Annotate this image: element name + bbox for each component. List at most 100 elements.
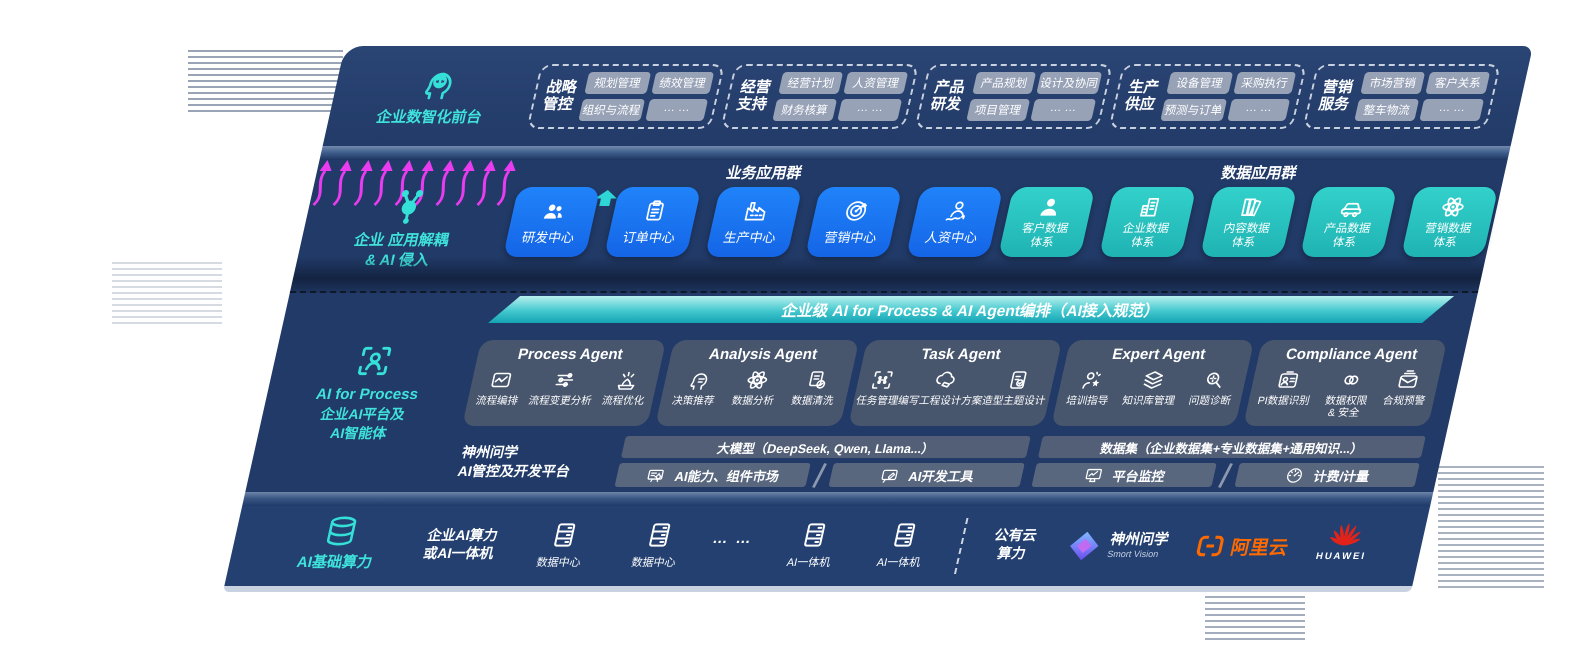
local-compute-label: 企业AI算力 或AI一体机 xyxy=(421,527,500,562)
slash-divider xyxy=(1218,463,1234,488)
person-spark-icon xyxy=(1077,368,1106,392)
diagram-body: 企业数智化前台 战略管控 规划管理 绩效管理 组织与流程 … … 经营支持 xyxy=(222,46,1533,592)
panel-wave-icon xyxy=(487,368,516,392)
data-box-product[interactable]: 产品数据体系 xyxy=(1300,187,1398,257)
pill: … … xyxy=(837,98,903,121)
decorative-stripes xyxy=(1205,590,1305,640)
pill: 客户关系 xyxy=(1425,71,1491,94)
screen-gear-icon xyxy=(644,466,667,485)
dataset-bar[interactable]: 数据集（企业数据集+专业数据集+通用知识...） xyxy=(1038,436,1426,458)
dashed-separator-line xyxy=(289,291,1479,293)
building-icon xyxy=(1135,194,1167,220)
pill: 市场营销 xyxy=(1360,71,1426,94)
monitor-icon xyxy=(1082,466,1105,485)
gauge-icon xyxy=(1283,466,1306,485)
pill: 项目管理 xyxy=(966,98,1030,121)
agent-card-compliance[interactable]: Compliance Agent PI数据识别 数据权限 & 安全 合规预警 xyxy=(1243,340,1448,426)
orchestration-bar: 企业级 AI for Process & AI Agent编排（AI接入规范） xyxy=(488,296,1454,323)
pill: 人资管理 xyxy=(843,71,909,94)
pill: 采购执行 xyxy=(1232,71,1297,94)
pill: 经营计划 xyxy=(778,71,844,94)
app-box-rnd-center[interactable]: 研发中心 xyxy=(502,187,601,257)
compute-node: 数据中心 xyxy=(621,520,694,570)
front-desk-label: 企业数智化前台 xyxy=(327,65,541,127)
platform-label: 神州问学 AI管控及开发平台 xyxy=(456,444,572,479)
target-icon xyxy=(840,198,872,224)
front-group-operation: 经营支持 经营计划 人资管理 财务核算 … … xyxy=(720,63,920,129)
ai-layer-label: AI for Process 企业AI平台及 AI智能体 xyxy=(256,342,479,443)
data-box-enterprise[interactable]: 企业数据体系 xyxy=(1098,187,1197,257)
layer-edge-highlight xyxy=(242,492,1434,506)
huawei-flower-icon xyxy=(1327,516,1365,550)
app-box-marketing-center[interactable]: 营销中心 xyxy=(805,187,903,257)
grid-scan-icon xyxy=(867,368,896,392)
layer-edge-highlight xyxy=(319,146,1511,160)
compute-node: 数据中心 xyxy=(526,520,599,570)
pill: 财务核算 xyxy=(772,98,838,121)
front-group-strategy: 战略管控 规划管理 绩效管理 组织与流程 … … xyxy=(526,63,726,129)
pill: 规划管理 xyxy=(584,71,651,94)
server-icon xyxy=(886,520,923,550)
agent-card-expert[interactable]: Expert Agent 培训指导 知识库管理 问题诊断 xyxy=(1050,340,1255,426)
monitor-bar[interactable]: 平台监控 xyxy=(1031,463,1218,487)
diamond-logo-icon xyxy=(1062,528,1106,564)
atom-icon xyxy=(1437,194,1469,220)
billing-bar[interactable]: 计费/计量 xyxy=(1234,463,1420,487)
ellipsis-dots: … … xyxy=(710,530,755,547)
app-box-order-center[interactable]: 订单中心 xyxy=(603,187,702,257)
person-icon xyxy=(1034,194,1066,220)
server-icon xyxy=(546,520,583,550)
devtool-bar[interactable]: AI开发工具 xyxy=(828,463,1026,487)
front-group-production: 生产供应 设备管理 采购执行 预测与订单 … … xyxy=(1108,63,1308,129)
pill: 绩效管理 xyxy=(650,71,715,94)
app-box-hr-center[interactable]: 人资中心 xyxy=(905,187,1004,257)
agent-card-task[interactable]: Task Agent 任务管理 编写工程设计方案 造型主题设计 xyxy=(847,340,1062,426)
agent-card-analysis[interactable]: Analysis Agent 决策推荐 数据分析 数据清洗 xyxy=(654,340,859,426)
data-box-customer[interactable]: 客户数据体系 xyxy=(997,187,1096,257)
capability-bar[interactable]: AI能力、组件市场 xyxy=(614,463,812,487)
pill: 预测与订单 xyxy=(1160,98,1227,121)
chat-pen-icon xyxy=(878,466,901,485)
pill: 组织与流程 xyxy=(578,98,645,121)
vendor-szwx-logo: 神州问学 Smort Vision xyxy=(1062,528,1171,564)
factory-icon xyxy=(740,198,772,224)
mail-warn-icon xyxy=(1394,368,1423,392)
layers-icon xyxy=(1139,368,1168,392)
layer-compute: AI基础算力 企业AI算力 或AI一体机 数据中心 数据中心 … … AI一体机 xyxy=(224,506,1431,586)
scan-person-icon xyxy=(351,342,397,380)
database-icon xyxy=(321,514,363,548)
doc-check-icon xyxy=(802,368,831,392)
data-box-marketing[interactable]: 营销数据体系 xyxy=(1400,187,1499,257)
layer-apps-and-ai: 企业 应用解耦 & AI 侵入 业务应用群 数据应用群 研发中心 订单中心 生产… xyxy=(245,160,1508,492)
card-check-icon xyxy=(1004,368,1033,392)
slash-divider xyxy=(812,463,828,488)
front-group-marketing: 营销服务 市场营销 客户关系 整车物流 … … xyxy=(1302,63,1502,129)
business-app-row: 研发中心 订单中心 生产中心 营销中心 人资中心 xyxy=(502,187,1004,257)
rings-icon xyxy=(1336,368,1365,392)
pill: 设备管理 xyxy=(1166,71,1233,94)
platform-row: 神州问学 AI管控及开发平台 大模型（DeepSeek, Qwen, Llama… xyxy=(448,436,1426,488)
server-icon xyxy=(796,520,833,550)
bottom-edge-highlight xyxy=(222,586,1413,592)
compute-node: AI一体机 xyxy=(776,520,849,570)
layer-fold-shadow xyxy=(289,257,1486,293)
business-group-heading: 业务应用群 xyxy=(724,165,804,182)
id-card-icon xyxy=(1274,368,1303,392)
app-box-production-center[interactable]: 生产中心 xyxy=(704,187,802,257)
clipboard-icon xyxy=(639,198,671,224)
flow-sliders-icon xyxy=(550,368,579,392)
data-box-content[interactable]: 内容数据体系 xyxy=(1199,187,1297,257)
pill: … … xyxy=(644,98,709,121)
pill: … … xyxy=(1226,98,1291,121)
public-cloud-label: 公有云 算力 xyxy=(992,527,1039,562)
team-icon xyxy=(538,198,570,224)
pill: 产品规划 xyxy=(972,71,1036,94)
agent-card-process[interactable]: Process Agent 流程编排 流程变更分析 流程优化 xyxy=(462,340,667,426)
pill: 设计及协同 xyxy=(1035,71,1103,94)
compute-node: AI一体机 xyxy=(866,520,939,570)
front-group-product: 产品研发 产品规划 设计及协同 项目管理 … … xyxy=(914,63,1114,129)
model-bar[interactable]: 大模型（DeepSeek, Qwen, Llama...） xyxy=(620,436,1032,458)
layer-front-desk: 企业数智化前台 战略管控 规划管理 绩效管理 组织与流程 … … 经营支持 xyxy=(322,46,1533,146)
compute-label: AI基础算力 xyxy=(267,514,410,572)
